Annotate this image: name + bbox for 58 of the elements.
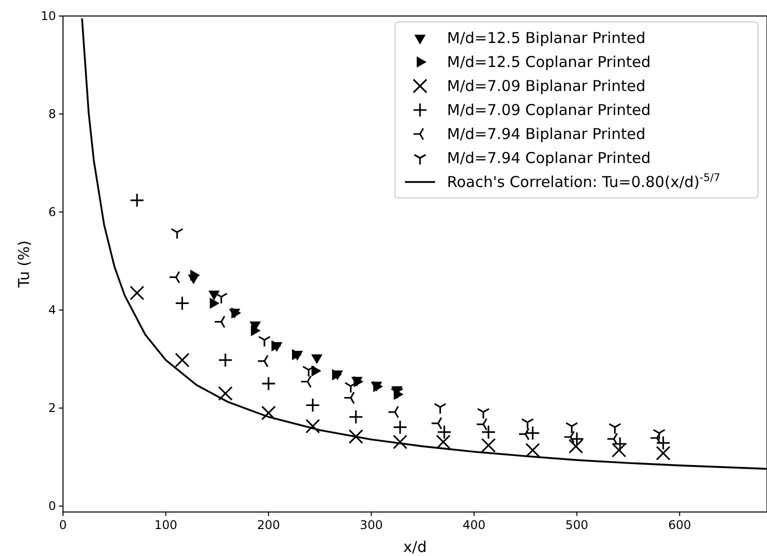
- x-tick-label: 0: [59, 518, 67, 532]
- point: [218, 386, 233, 401]
- point: [311, 354, 322, 364]
- point: [606, 432, 618, 446]
- point: [481, 438, 496, 453]
- legend-label: M/d=7.09 Coplanar Printed: [447, 101, 651, 119]
- y-tick-label: 0: [48, 499, 56, 514]
- point: [174, 352, 190, 368]
- point: [170, 228, 184, 240]
- point: [305, 398, 320, 412]
- legend-label: M/d=12.5 Biplanar Printed: [447, 29, 646, 47]
- point: [258, 336, 271, 348]
- y-tick-label: 10: [40, 9, 56, 23]
- y-tick-label: 2: [48, 401, 56, 416]
- point: [652, 429, 666, 440]
- point: [656, 436, 670, 450]
- point: [218, 352, 233, 368]
- point: [608, 423, 622, 435]
- legend-label: M/d=7.09 Biplanar Printed: [447, 77, 646, 95]
- point: [650, 432, 662, 444]
- x-tick-label: 600: [668, 518, 692, 532]
- point: [434, 403, 447, 414]
- point: [261, 376, 276, 391]
- y-tick-label: 8: [48, 107, 56, 122]
- point: [302, 366, 316, 378]
- point: [348, 429, 364, 444]
- legend-label: M/d=7.94 Coplanar Printed: [447, 149, 651, 167]
- point: [130, 286, 144, 300]
- point: [388, 406, 400, 418]
- point: [390, 388, 404, 400]
- point: [656, 446, 670, 460]
- x-tick-label: 300: [360, 518, 383, 532]
- point: [521, 418, 534, 430]
- legend-label: Roach's Correlation: Tu=0.80(x/d)$^{-5/7}$: [447, 172, 720, 191]
- x-tick-label: 500: [565, 518, 588, 532]
- point: [392, 434, 408, 450]
- x-tick-label: 100: [154, 518, 178, 532]
- point: [565, 422, 578, 434]
- point: [430, 416, 442, 430]
- y-tick-label: 6: [48, 205, 56, 220]
- point: [392, 420, 408, 435]
- point: [476, 408, 490, 420]
- legend-label: M/d=7.94 Biplanar Printed: [447, 125, 646, 143]
- point: [525, 442, 540, 458]
- point: [261, 406, 276, 420]
- x-tick-label: 400: [462, 518, 486, 532]
- point: [481, 424, 496, 440]
- y-tick-label: 4: [48, 303, 56, 318]
- point: [348, 410, 364, 424]
- x-tick-label: 200: [257, 518, 280, 532]
- point: [305, 418, 320, 434]
- legend-label: M/d=12.5 Coplanar Printed: [447, 53, 651, 71]
- point: [208, 290, 220, 300]
- point: [476, 418, 488, 431]
- y-axis-title: Tu (%): [15, 240, 33, 289]
- point: [174, 296, 190, 311]
- x-axis-title: x/d: [403, 538, 427, 556]
- point: [130, 192, 144, 208]
